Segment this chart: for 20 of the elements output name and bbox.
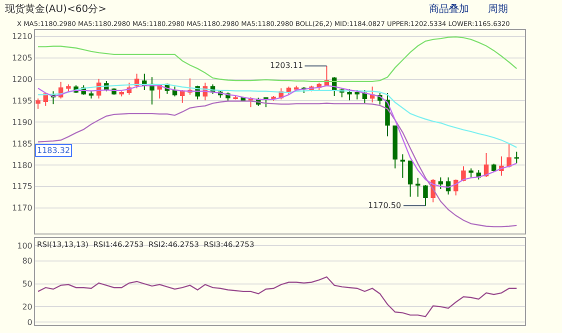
y-tick-label: 1190 — [12, 118, 32, 127]
annotation: 1203.11 — [270, 61, 304, 70]
y-tick-label: 0 — [27, 318, 32, 327]
y-tick-label: 1205 — [12, 54, 32, 63]
y-tick-label: 1210 — [12, 32, 32, 42]
y-tick-label: 50 — [22, 280, 32, 289]
y-tick-label: 1175 — [12, 182, 32, 192]
y-tick-label: 80 — [22, 256, 32, 266]
y-tick-label: 1195 — [12, 96, 32, 106]
annotation: 1170.50 — [368, 201, 402, 210]
text: 商品叠加 — [429, 3, 469, 15]
chart-title: 现货黄金(AU)<60分> — [5, 3, 106, 15]
y-tick-label: 1185 — [12, 139, 32, 148]
y-tick-label: 1180 — [12, 160, 32, 170]
y-tick-label: 100 — [17, 241, 32, 250]
y-tick-label: 1200 — [12, 75, 32, 84]
y-tick-label: 20 — [22, 302, 32, 312]
y-tick-label: 1170 — [12, 204, 32, 213]
text: 周期 — [488, 3, 508, 15]
annotation: 1183.32 — [37, 146, 70, 155]
